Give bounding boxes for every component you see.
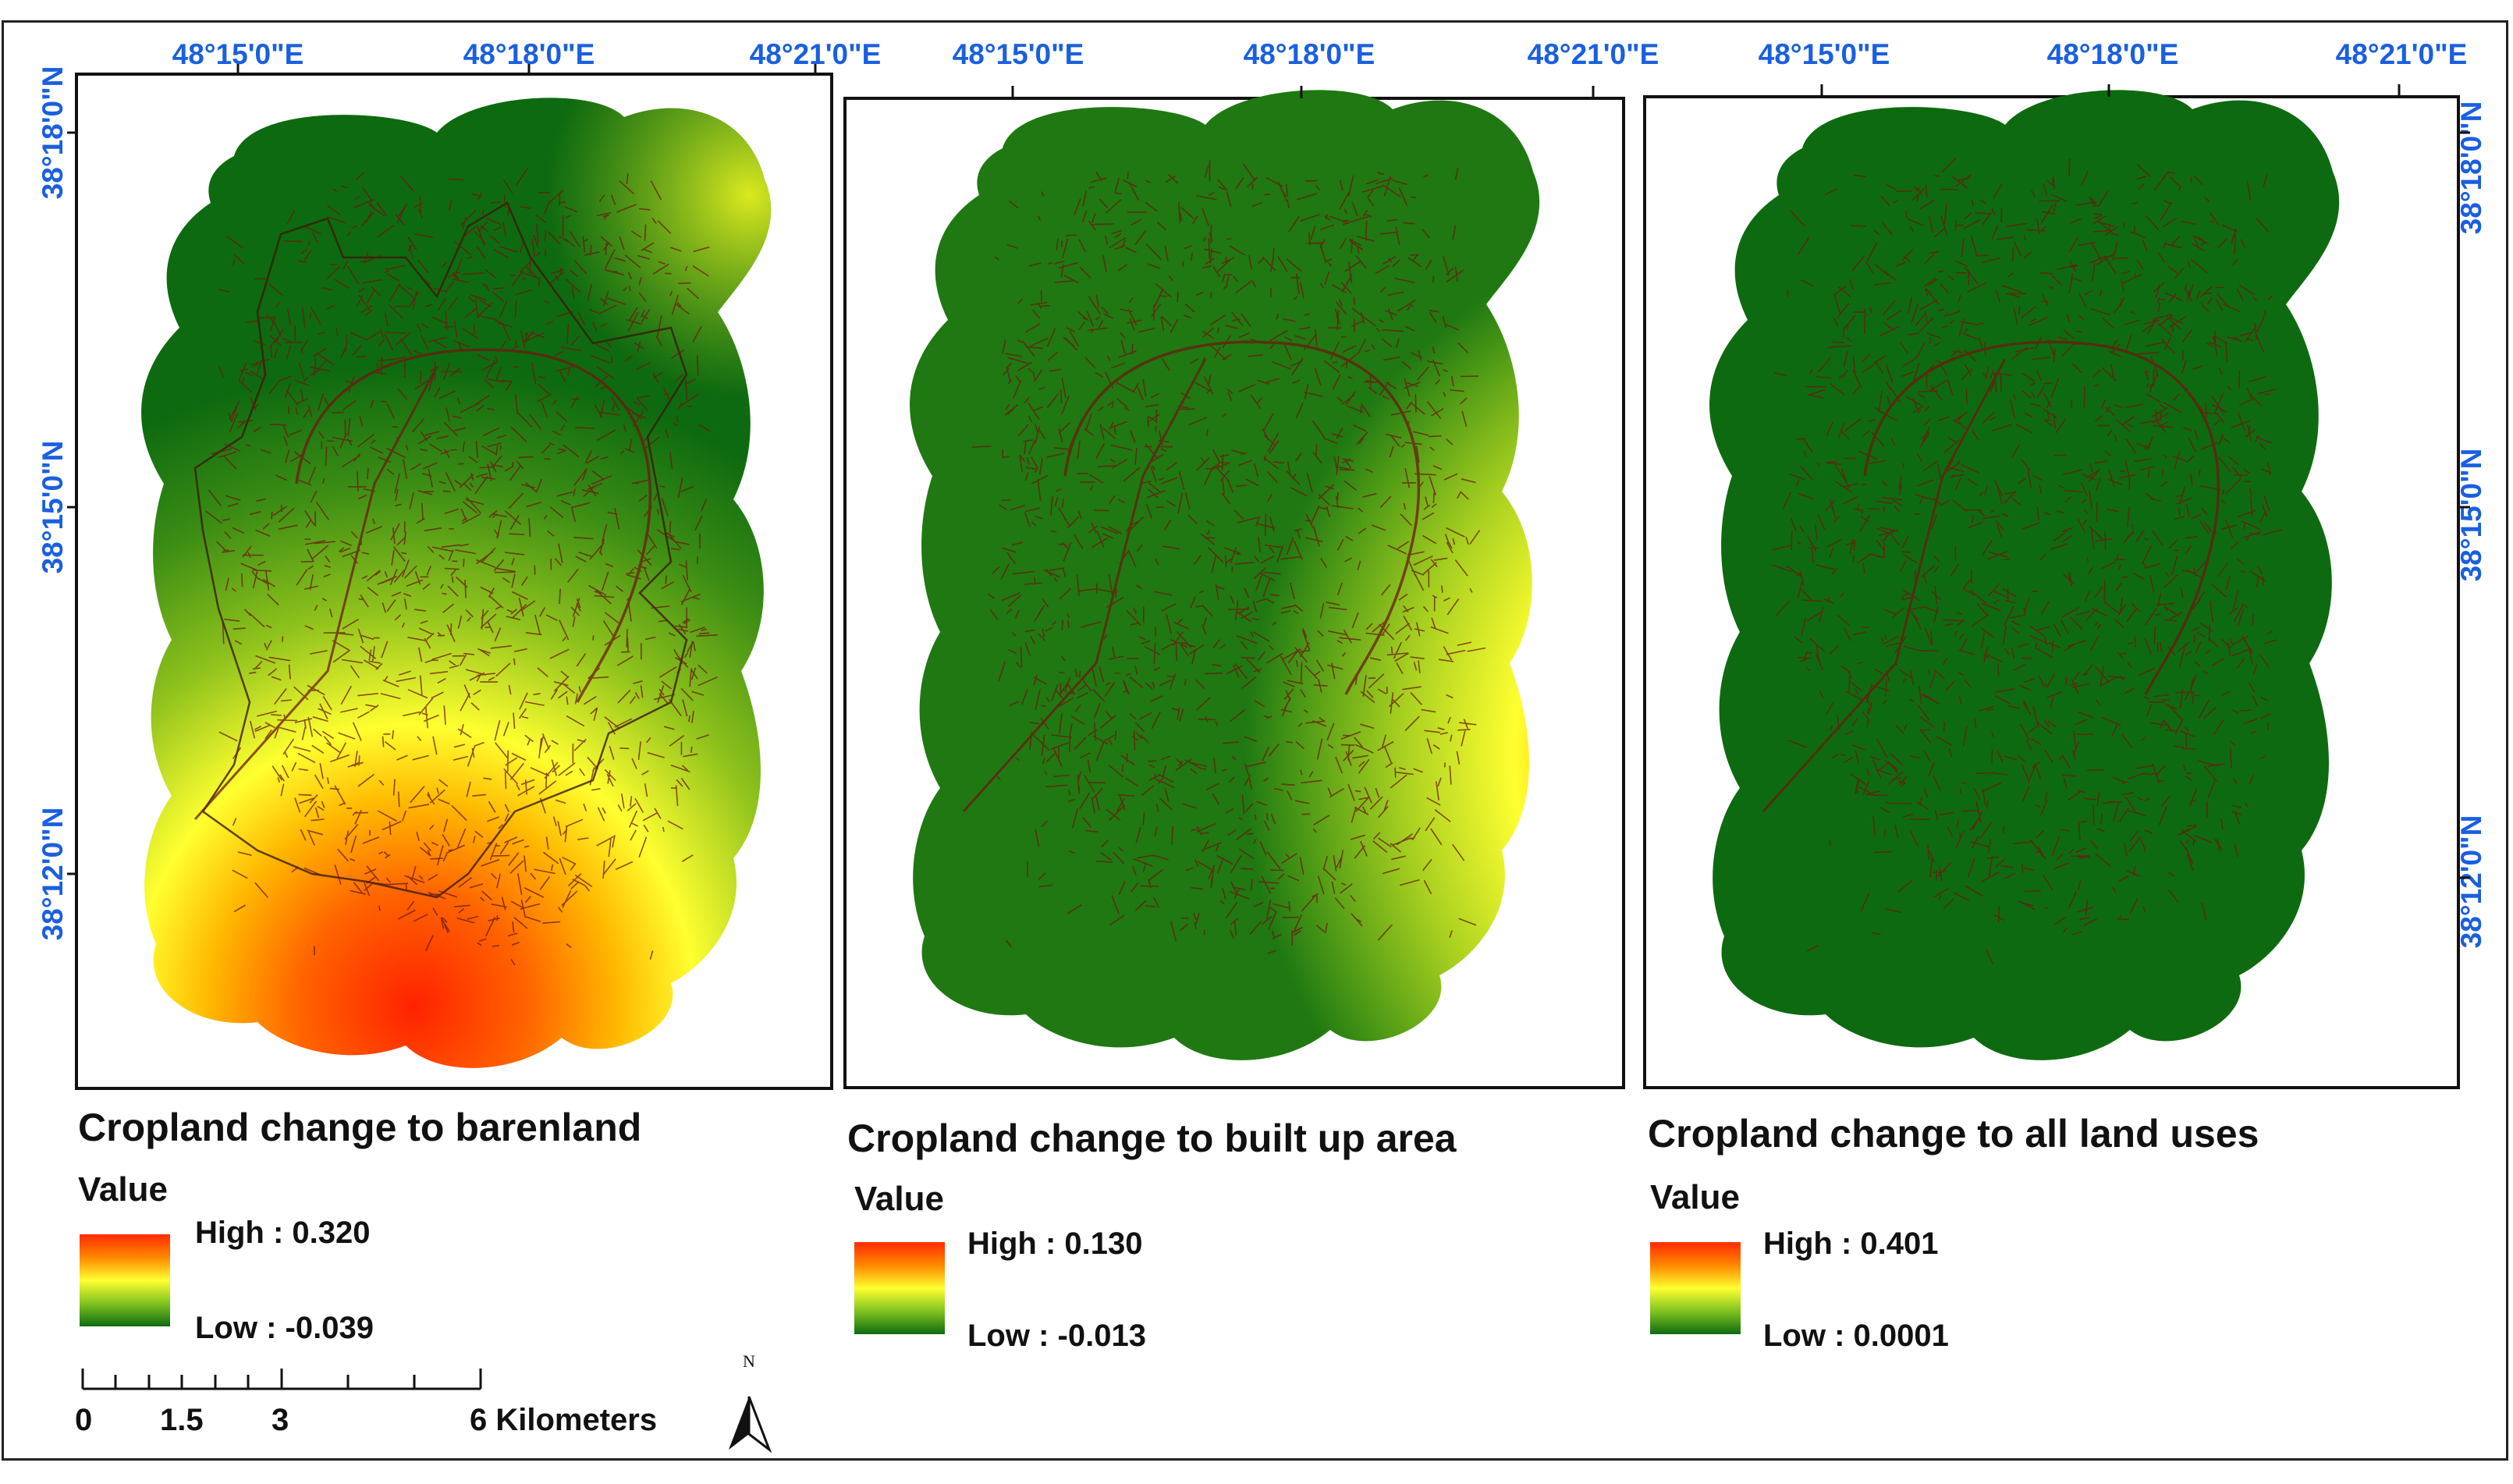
map-surface-3 [1709,90,2340,1060]
lon-label: 48°15'0"E [172,38,304,70]
ring-road [295,348,652,703]
legend-low-3: Low : 0.0001 [1763,1319,1949,1353]
legend-title-3: Cropland change to all land uses [1648,1112,2259,1156]
legend-high-3: High : 0.401 [1763,1227,1939,1261]
road-network-3 [1762,158,2283,965]
color-ramp-3 [1650,1242,1741,1334]
legend-title-2: Cropland change to built up area [847,1117,1457,1160]
lon-label: 48°15'0"E [1759,38,1890,70]
lat-label: 38°12'0"N [37,808,69,941]
legend-value-label-3: Value [1650,1178,1740,1216]
lat-label: 38°12'0"N [2455,815,2487,949]
color-ramp-2 [854,1242,945,1334]
scale-label-3: 3 [272,1403,289,1437]
road-segments [1771,158,2283,965]
scale-label-6-km: 6 Kilometers [470,1403,658,1437]
scale-label-0: 0 [75,1403,93,1437]
scale-bar [81,1369,482,1390]
map-overlay-2 [910,90,1540,1060]
road-network-2 [962,160,1486,954]
lon-label: 48°21'0"E [750,38,882,70]
arterial-road [193,366,438,821]
lon-label: 48°18'0"E [1244,38,1375,70]
figure-frame [2,20,2508,1461]
north-label: N [743,1351,755,1371]
legend-value-label-2: Value [854,1180,944,1218]
lat-label: 38°15'0"N [2455,449,2487,582]
arterial-road [962,358,1207,813]
lon-label: 48°18'0"E [463,38,595,70]
road-segments [205,168,718,966]
scale-label-1_5: 1.5 [160,1403,204,1437]
road-network-1 [193,168,718,966]
arterial-road [1762,358,2007,813]
lat-label: 38°18'0"N [2455,101,2487,235]
legend-high-2: High : 0.130 [967,1227,1143,1261]
ring-road [1063,340,1421,695]
lon-label: 48°18'0"E [2047,38,2179,70]
legend-title-1: Cropland change to barenland [78,1106,642,1149]
lon-label: 48°21'0"E [1528,38,1659,70]
color-ramp-1 [80,1234,170,1326]
lon-ticks [236,62,2401,98]
lat-label: 38°15'0"N [37,441,69,574]
lat-label: 38°18'0"N [37,66,69,200]
legend-value-label-1: Value [78,1170,168,1209]
north-arrow-right-half [747,1396,772,1454]
map-surface-1 [141,98,772,1068]
legend-low-1: Low : -0.039 [195,1311,374,1345]
ring-road [1863,340,2220,695]
legend-low-2: Low : -0.013 [967,1319,1146,1353]
lat-ticks [67,131,2470,879]
lon-label: 48°21'0"E [2336,38,2468,70]
north-arrow: N [729,1351,772,1454]
legend-high-1: High : 0.320 [195,1216,371,1250]
north-arrow-left-half [729,1397,749,1450]
lon-label: 48°15'0"E [953,38,1084,70]
